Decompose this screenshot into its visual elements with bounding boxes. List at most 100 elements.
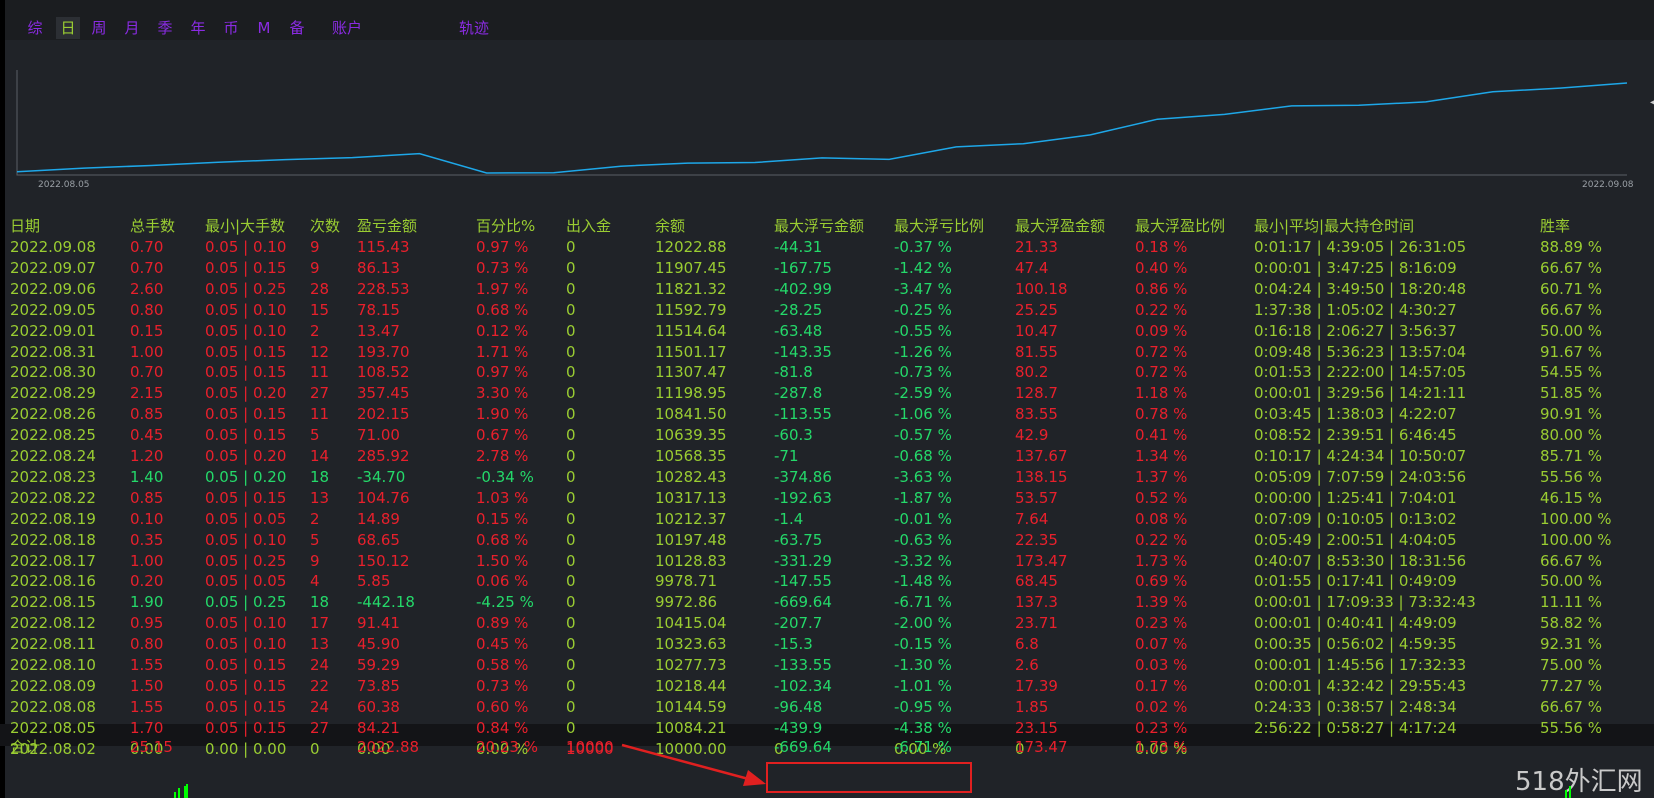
cell-win-rate: 100.00 %	[1540, 509, 1612, 528]
cell-count: 11	[310, 405, 330, 424]
cell-pnl: 73.85	[357, 676, 400, 695]
header-hold-time[interactable]: 最小|平均|最大持仓时间	[1254, 217, 1415, 235]
cell-max-float-profit: 47.4	[1015, 258, 1049, 277]
cell-date: 2022.08.30	[10, 363, 96, 382]
cell-deposit: 0	[566, 426, 576, 445]
cell-pnl: 150.12	[357, 551, 410, 570]
cell-max-float-loss: -81.8	[774, 363, 813, 382]
header-count[interactable]: 次数	[310, 217, 341, 235]
cell-pnl: -442.18	[357, 593, 415, 612]
tab-week[interactable]: 周	[91, 19, 107, 37]
tab-day[interactable]: 日	[56, 17, 80, 39]
cell-deposit: 0	[566, 593, 576, 612]
cell-max-float-loss-pct: -2.59 %	[894, 384, 952, 403]
cell-deposit: 0	[566, 697, 576, 716]
cell-total-lots: 2.60	[130, 279, 164, 298]
cell-date: 2022.08.25	[10, 426, 96, 445]
tab-quarter[interactable]: 季	[157, 19, 173, 37]
total-max-float-profit: 173.47	[1015, 738, 1068, 756]
cell-total-lots: 0.00	[130, 739, 164, 758]
cell-max-float-profit-pct: 1.73 %	[1135, 551, 1188, 570]
header-date[interactable]: 日期	[10, 217, 41, 235]
cell-hold-time: 0:01:53 | 2:22:00 | 14:57:05	[1254, 363, 1467, 382]
cell-pnl: 14.89	[357, 509, 400, 528]
cell-max-float-profit-pct: 0.78 %	[1135, 405, 1188, 424]
cell-pct: 1.71 %	[476, 342, 529, 361]
cell-count: 24	[310, 656, 330, 674]
cell-count: 18	[310, 467, 330, 486]
watermark-logo: 518外汇网	[1515, 767, 1643, 797]
cell-hold-time: 0:04:24 | 3:49:50 | 18:20:48	[1254, 279, 1467, 298]
cell-date: 2022.08.26	[10, 405, 96, 424]
header-pnl[interactable]: 盈亏金额	[357, 217, 418, 235]
chart-start-date: 2022.08.05	[38, 180, 90, 190]
cell-pct: 1.03 %	[476, 488, 529, 507]
collapse-arrow-icon[interactable]: ◀	[1650, 97, 1654, 108]
cell-max-float-profit: 128.7	[1015, 384, 1058, 403]
total-max-float-loss-pct: -6.71 %	[894, 738, 952, 756]
cell-max-float-profit: 7.64	[1015, 509, 1049, 528]
cell-hold-time: 0:00:01 | 3:47:25 | 8:16:09	[1254, 258, 1457, 277]
cell-win-rate: 55.56 %	[1540, 718, 1602, 737]
header-balance[interactable]: 余额	[655, 217, 686, 235]
cell-total-lots: 0.70	[130, 363, 164, 382]
cell-max-float-profit: 53.57	[1015, 488, 1058, 507]
tab-month[interactable]: 月	[124, 19, 140, 37]
tab-currency[interactable]: 币	[223, 19, 239, 37]
cell-balance: 10841.50	[655, 405, 727, 424]
cell-max-float-loss-pct: -1.48 %	[894, 572, 952, 591]
tab-account[interactable]: 账户	[331, 19, 362, 37]
cell-deposit: 0	[566, 384, 576, 403]
header-win-rate[interactable]: 胜率	[1540, 217, 1571, 235]
header-min-max-lots[interactable]: 最小|大手数	[205, 217, 286, 235]
cell-max-float-profit: 173.47	[1015, 551, 1068, 570]
cell-pct: 0.68 %	[476, 530, 529, 549]
cell-min-max-lots: 0.05 | 0.25	[205, 551, 287, 570]
cell-balance: 10218.44	[655, 676, 727, 695]
cell-count: 12	[310, 342, 330, 361]
cell-pct: -4.25 %	[476, 593, 534, 612]
header-pct[interactable]: 百分比%	[476, 217, 536, 235]
tab-summary[interactable]: 综	[27, 19, 43, 37]
tab-trajectory[interactable]: 轨迹	[458, 19, 489, 37]
cell-date: 2022.08.12	[10, 614, 96, 633]
header-max-float-profit-pct[interactable]: 最大浮盈比例	[1135, 217, 1226, 235]
tab-year[interactable]: 年	[190, 19, 206, 37]
tab-note[interactable]: 备	[289, 19, 305, 37]
cell-pct: 0.97 %	[476, 363, 529, 382]
cell-date: 2022.09.06	[10, 279, 96, 298]
cell-max-float-loss-pct: -1.26 %	[894, 342, 952, 361]
cell-max-float-loss: -63.48	[774, 321, 823, 340]
cell-balance: 11198.95	[655, 384, 727, 403]
total-pnl: 2022.88	[357, 738, 420, 756]
cell-win-rate: 60.71 %	[1540, 279, 1602, 298]
header-max-float-loss[interactable]: 最大浮亏金额	[774, 217, 865, 235]
cell-pct: 1.97 %	[476, 279, 529, 298]
cell-pnl: 13.47	[357, 321, 400, 340]
cell-max-float-profit: 23.71	[1015, 614, 1058, 633]
cell-pnl: 60.38	[357, 697, 400, 716]
cell-max-float-loss: -439.9	[774, 718, 823, 737]
cell-deposit: 0	[566, 635, 576, 654]
cell-win-rate: 58.82 %	[1540, 614, 1602, 633]
cell-total-lots: 1.70	[130, 718, 164, 737]
header-max-float-loss-pct[interactable]: 最大浮亏比例	[894, 217, 985, 235]
cell-max-float-loss: -71	[774, 447, 799, 465]
cell-balance: 9978.71	[655, 572, 718, 591]
cell-balance: 11821.32	[655, 279, 727, 298]
tab-m[interactable]: M	[257, 19, 271, 37]
cell-min-max-lots: 0.05 | 0.15	[205, 363, 287, 382]
cell-max-float-profit-pct: 1.39 %	[1135, 593, 1188, 612]
cell-total-lots: 1.40	[130, 467, 164, 486]
header-total-lots[interactable]: 总手数	[130, 217, 176, 235]
cell-hold-time: 0:01:17 | 4:39:05 | 26:31:05	[1254, 238, 1467, 256]
cell-pnl: 357.45	[357, 384, 410, 403]
cell-hold-time: 1:37:38 | 1:05:02 | 4:30:27	[1254, 300, 1457, 319]
cell-balance: 10415.04	[655, 614, 727, 633]
cell-balance: 12022.88	[655, 238, 727, 256]
cell-min-max-lots: 0.05 | 0.05	[205, 509, 287, 528]
cell-date: 2022.08.05	[10, 718, 96, 737]
cell-max-float-loss-pct: -0.25 %	[894, 300, 952, 319]
header-max-float-profit[interactable]: 最大浮盈金额	[1015, 217, 1106, 235]
header-deposit[interactable]: 出入金	[566, 217, 612, 235]
